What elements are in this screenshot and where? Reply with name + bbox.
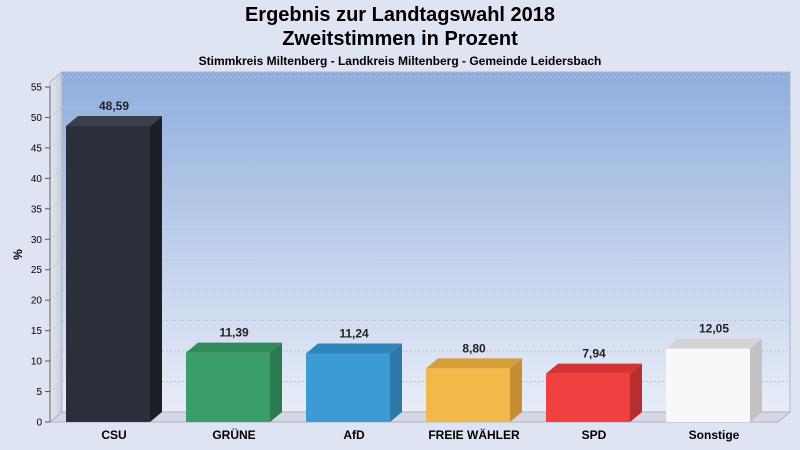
data-label: 11,39 bbox=[219, 326, 249, 340]
y-tick-label: 55 bbox=[31, 83, 43, 94]
y-tick-label: 5 bbox=[36, 387, 42, 398]
bar-top bbox=[186, 342, 282, 353]
y-axis: 0 5 10 15 20 25 30 35 40 45 50 55 bbox=[31, 83, 51, 429]
bar-front bbox=[66, 126, 150, 422]
bar-freie-wähler: 8,80 bbox=[426, 341, 522, 422]
x-tick-label: FREIE WÄHLER bbox=[428, 427, 520, 442]
chart-subtitle: Zweitstimmen in Prozent bbox=[282, 28, 518, 50]
bar-front bbox=[546, 373, 630, 422]
gridline-depth bbox=[49, 137, 63, 149]
chart-title: Ergebnis zur Landtagswahl 2018 bbox=[244, 4, 556, 26]
y-tick-label: 45 bbox=[31, 143, 43, 154]
chart-region: Stimmkreis Miltenberg - Landkreis Milten… bbox=[198, 54, 602, 68]
bar-side bbox=[150, 116, 162, 422]
y-tick-label: 35 bbox=[31, 204, 43, 215]
bar-side bbox=[510, 358, 522, 422]
bar-top bbox=[666, 338, 762, 349]
data-label: 11,24 bbox=[339, 327, 369, 341]
bar-csu: 48,59 bbox=[66, 99, 162, 422]
x-tick-label: CSU bbox=[101, 428, 126, 442]
data-label: 12,05 bbox=[699, 322, 729, 336]
x-tick-label: SPD bbox=[582, 428, 607, 442]
gridline-depth bbox=[49, 76, 63, 88]
data-label: 7,94 bbox=[582, 347, 606, 361]
bar-top bbox=[546, 363, 642, 374]
y-tick-label: 20 bbox=[31, 296, 43, 307]
bar-grüne: 11,39 bbox=[186, 326, 282, 422]
gridline-depth bbox=[49, 320, 63, 332]
gridline-depth bbox=[49, 198, 63, 210]
bar-side bbox=[270, 342, 282, 422]
bar-front bbox=[306, 353, 390, 422]
data-label: 8,80 bbox=[462, 341, 486, 355]
bar-side bbox=[390, 343, 402, 422]
gridlines bbox=[49, 76, 790, 392]
data-label: 48,59 bbox=[99, 99, 129, 113]
gridline-depth bbox=[49, 228, 63, 240]
bar-side bbox=[630, 363, 642, 422]
y-tick-label: 30 bbox=[31, 235, 43, 246]
bar-top bbox=[426, 358, 522, 369]
y-axis-label: % bbox=[11, 249, 25, 260]
plot-left-wall bbox=[49, 70, 63, 424]
gridline-depth bbox=[49, 289, 63, 301]
x-axis: CSU GRÜNE AfD FREIE WÄHLER SPD Sonstige bbox=[101, 427, 739, 442]
x-tick-label: Sonstige bbox=[689, 428, 740, 442]
bar-top bbox=[306, 343, 402, 354]
x-tick-label: GRÜNE bbox=[212, 427, 255, 442]
x-tick-label: AfD bbox=[343, 428, 365, 442]
y-tick-label: 25 bbox=[31, 265, 43, 276]
y-tick-label: 50 bbox=[31, 113, 43, 124]
gridline-depth bbox=[49, 107, 63, 118]
gridline-depth bbox=[49, 167, 63, 179]
gridline-depth bbox=[49, 381, 63, 392]
gridline-depth bbox=[49, 259, 63, 271]
y-tick-label: 10 bbox=[31, 357, 43, 368]
bar-front bbox=[426, 368, 510, 422]
y-tick-label: 0 bbox=[36, 418, 42, 429]
bar-front bbox=[666, 348, 750, 422]
bar-top bbox=[66, 116, 162, 127]
bar-afd: 11,24 bbox=[306, 327, 402, 422]
bar-sonstige: 12,05 bbox=[666, 322, 762, 422]
bars: 48,59 11,39 11,24 8,80 7,94 12,05 bbox=[66, 99, 762, 422]
y-tick-label: 15 bbox=[31, 326, 43, 337]
bar-side bbox=[750, 338, 762, 422]
bar-spd: 7,94 bbox=[546, 347, 642, 422]
gridline-depth bbox=[49, 350, 63, 362]
y-tick-label: 40 bbox=[31, 174, 43, 185]
bar-front bbox=[186, 352, 270, 422]
